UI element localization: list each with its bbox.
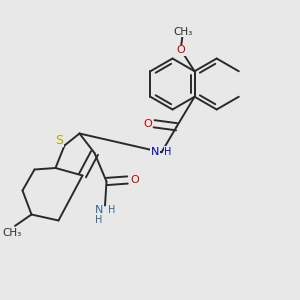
Text: H: H [164,147,172,157]
Text: N: N [95,205,103,215]
Text: O: O [177,45,185,55]
Text: CH₃: CH₃ [173,27,192,37]
Text: S: S [55,134,63,147]
Text: O: O [143,119,152,129]
Text: CH₃: CH₃ [2,228,22,239]
Text: N: N [151,147,159,157]
Text: H: H [95,215,103,225]
Text: O: O [130,175,139,185]
Text: H: H [108,205,115,215]
